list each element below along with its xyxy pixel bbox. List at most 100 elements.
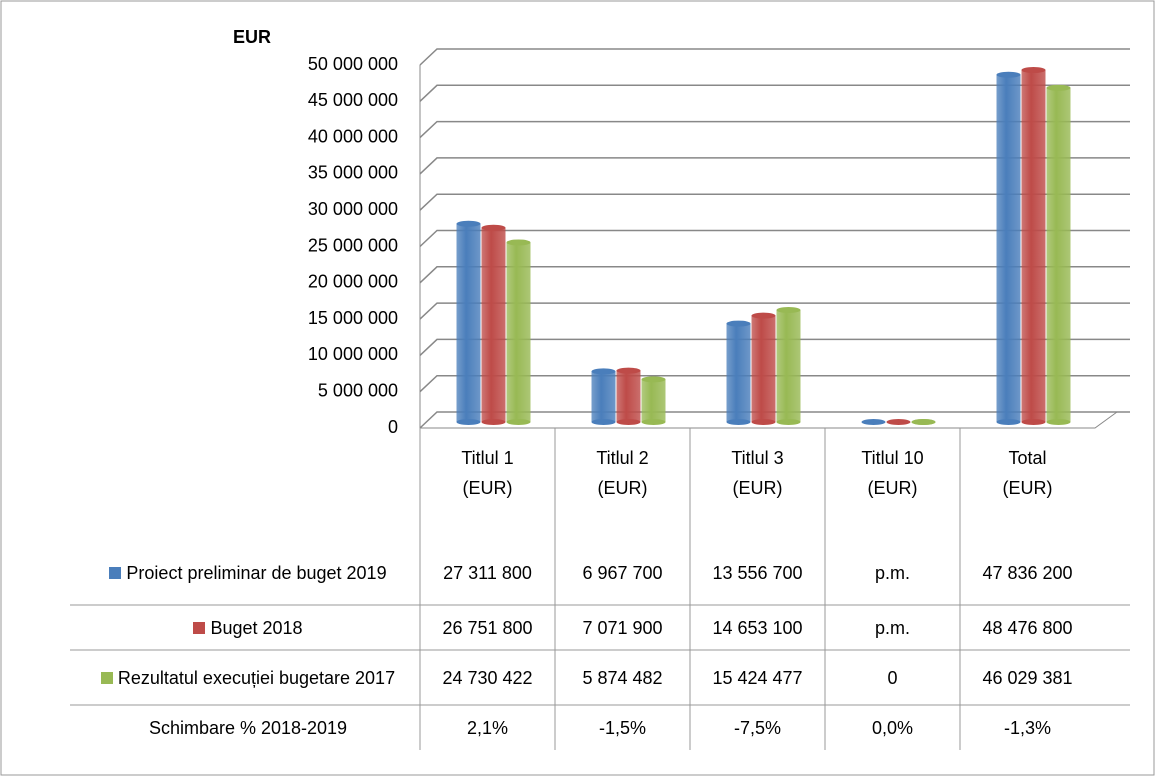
row-label-text: Schimbare % 2018-2019 [148,717,348,738]
table-value-text: 26 751 800 [442,617,533,638]
table-value-text: p.m. [874,562,910,583]
category-label-text: Titlul 1 (EUR) [461,448,514,498]
bar-top [911,419,936,425]
row-label: Rezultatul execuției bugetare 2017 [78,650,418,705]
table-value: 0 [825,650,960,705]
table-value: 7 071 900 [555,605,690,650]
row-label: Proiect preliminar de buget 2019 [78,540,418,605]
bar-top [726,320,751,327]
y-tick-label: 30 000 000 [308,199,398,219]
table-value-text: 24 730 422 [442,667,533,688]
grid-line [419,48,1130,66]
table-value: 26 751 800 [420,605,555,650]
bar-top [456,220,481,227]
table-value-text: 0,0% [871,717,914,738]
y-axis-title: EUR [233,27,271,47]
table-value-text: 13 556 700 [712,562,803,583]
grid-line [419,157,1130,175]
table-value-text: 5 874 482 [582,667,663,688]
category-label: Total (EUR) [995,443,1061,503]
table-value-text: 6 967 700 [582,562,663,583]
row-label: Schimbare % 2018-2019 [78,705,418,750]
table-value: 13 556 700 [690,540,825,605]
bar [776,310,801,422]
bar-top [1021,67,1046,74]
y-tick-label: 45 000 000 [308,90,398,110]
table-value-text: 46 029 381 [982,667,1073,688]
table-value: -1,3% [960,705,1095,750]
row-label-text: Proiect preliminar de buget 2019 [126,562,387,583]
table-value: 47 836 200 [960,540,1095,605]
grid-line [419,84,1130,102]
table-value-text: -1,3% [1003,717,1052,738]
table-value: p.m. [825,540,960,605]
row-label-inner: Schimbare % 2018-2019 [149,715,347,741]
bar-top [591,368,616,375]
bar-top [506,239,531,246]
y-tick-label: 40 000 000 [308,126,398,146]
table-value: 5 874 482 [555,650,690,705]
table-value-text: -1,5% [598,717,647,738]
table-value-text: 7 071 900 [582,617,663,638]
y-tick-label: 20 000 000 [308,272,398,292]
category-label: Titlul 3 (EUR) [725,443,791,503]
table-value: 2,1% [420,705,555,750]
bar [591,371,616,422]
table-value: p.m. [825,605,960,650]
bar [456,223,481,422]
y-tick-label: 5 000 000 [318,380,398,400]
y-tick-label: 50 000 000 [308,54,398,74]
category-label-text: Titlul 3 (EUR) [731,448,784,498]
y-tick-label: 0 [388,417,398,437]
bar-top [1046,84,1071,91]
grid-line [419,302,1130,320]
table-value-text: -7,5% [733,717,782,738]
table-value: 14 653 100 [690,605,825,650]
bar [751,315,776,422]
table-value-text: 48 476 800 [982,617,1073,638]
grid-line [419,229,1130,248]
bar-top [481,224,506,231]
category-label: Titlul 10 (EUR) [860,443,926,503]
table-value-text: 27 311 800 [443,562,532,583]
bar [996,74,1021,422]
row-label-text: Buget 2018 [210,617,303,638]
table-value: 48 476 800 [960,605,1095,650]
category-label-text: Titlul 10 (EUR) [861,448,924,498]
legend-key [193,621,206,634]
legend-key [100,671,113,684]
y-tick-label: 25 000 000 [308,235,398,255]
table-value-text: 14 653 100 [712,617,803,638]
table-value-text: 0 [887,667,898,688]
table-value: 27 311 800 [420,540,555,605]
category-label: Titlul 1 (EUR) [455,443,521,503]
table-value: 15 424 477 [690,650,825,705]
y-tick-label: 35 000 000 [308,163,398,183]
table-value-text: 15 424 477 [712,667,803,688]
category-label: Titlul 2 (EUR) [590,443,656,503]
bar-top [751,312,776,319]
category-label-text: Titlul 2 (EUR) [596,448,649,498]
bar [641,379,666,422]
floor [420,411,1118,429]
table-value: -1,5% [555,705,690,750]
table-value: 6 967 700 [555,540,690,605]
grid-line [419,266,1130,284]
grid-line [419,193,1130,211]
bar [616,370,641,422]
grid-line [419,411,1130,429]
grid-line [419,374,1130,393]
bar [481,227,506,422]
row-label-inner: Proiect preliminar de buget 2019 [109,560,387,586]
category-label-text: Total (EUR) [1002,448,1053,498]
bar-top [641,376,666,383]
bar [726,323,751,422]
table-value: 46 029 381 [960,650,1095,705]
bar-base [861,419,886,425]
table-value: -7,5% [690,705,825,750]
bar-top [616,367,641,374]
bar [506,242,531,422]
